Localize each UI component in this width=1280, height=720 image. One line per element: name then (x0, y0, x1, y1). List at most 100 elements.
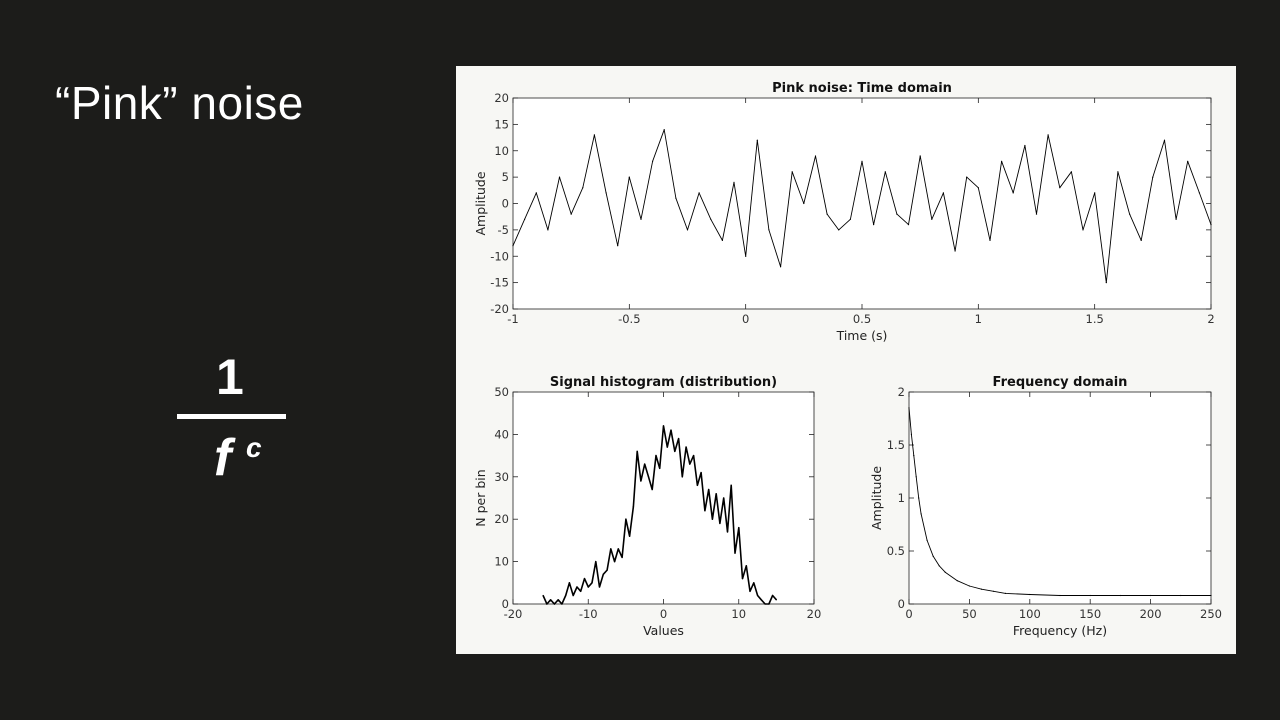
chart2-data-point (546, 603, 548, 605)
chart2-data-point (775, 599, 777, 601)
matlab-figure: -1 -0.5 0 0.5 1 1.5 2 -20 -15 -10 -5 0 5 10 15 20 Pink n… (456, 66, 1236, 654)
chart1-data-point (1105, 282, 1107, 284)
chart3-data-point (1029, 593, 1031, 596)
chart2-data-point (715, 493, 717, 495)
chart2-data-point (595, 561, 597, 563)
chart2-data-point (614, 561, 616, 563)
chart2-data-point (757, 594, 759, 597)
chart3-data-point (1119, 594, 1121, 597)
fraction-bar (177, 414, 286, 419)
chart3-plot-area (908, 391, 1212, 605)
chart2-data-point (659, 467, 661, 469)
chart2-data-point (741, 578, 744, 580)
chart2-data-point (772, 594, 774, 597)
chart2-data-point (708, 488, 710, 491)
chart1-data-point (524, 218, 526, 220)
chart2-data-point (700, 472, 702, 474)
chart2-data-point (629, 535, 631, 537)
chart1-data-point (896, 213, 898, 215)
chart1-data-point (942, 192, 944, 194)
chart1-data-point (745, 255, 747, 257)
chart2-data-point (726, 531, 729, 533)
chart1-data-point (686, 229, 689, 231)
chart1-data-point (791, 171, 793, 173)
chart2-data-point (617, 548, 619, 550)
chart2-data-point (670, 429, 672, 431)
chart3-ylabel: Amplitude (869, 466, 884, 530)
chart1-ytick-label: 20 (494, 91, 509, 105)
chart1-data-point (547, 229, 549, 231)
chart1-data-point (582, 187, 584, 189)
chart1-data-point (675, 197, 677, 199)
chart2-data-point (768, 603, 770, 605)
chart2-data-point (655, 455, 657, 457)
chart1-data-point (698, 192, 700, 194)
chart1-title: Pink noise: Time domain (772, 81, 952, 96)
chart2-data-point (738, 527, 740, 529)
chart1-data-point (977, 187, 979, 189)
chart2-data-point (553, 603, 555, 605)
chart2-data-point (572, 594, 574, 597)
chart3-data-point (1005, 592, 1007, 595)
chart1-data-point (1163, 139, 1166, 141)
chart1-data-point (721, 239, 723, 241)
chart2-data-point (583, 578, 586, 580)
chart1-data-point (617, 245, 619, 247)
chart1-data-point (1082, 229, 1084, 231)
chart1-data-point (593, 134, 595, 136)
chart3-data-point (908, 407, 910, 409)
chart1-xtick-label: 1.5 (1086, 312, 1104, 326)
chart2-data-point (696, 484, 698, 486)
chart3-ytick-label: 1 (898, 491, 905, 505)
chart2-data-point (678, 438, 680, 440)
chart1-data-point (884, 171, 886, 173)
chart3-ytick-label: 0 (898, 597, 905, 611)
chart2-data-point (647, 476, 650, 478)
chart3-data-point (932, 555, 934, 557)
chart3-ytick-label: 1.5 (887, 438, 905, 452)
chart1-data-point (768, 229, 770, 231)
chart3-ytick-label: 0.5 (887, 544, 905, 558)
chart1-data-point (558, 176, 561, 178)
chart3-data-point (920, 513, 922, 515)
chart2-data-point (681, 476, 683, 478)
chart1-ytick-label: -10 (490, 249, 509, 263)
chart1-data-point (966, 176, 968, 178)
chart2-data-point (568, 582, 570, 584)
chart2-title: Signal histogram (distribution) (550, 375, 777, 390)
chart1-ylabel: Amplitude (473, 171, 488, 235)
chart2-data-point (693, 455, 695, 457)
chart2-data-point (557, 599, 559, 601)
chart1-data-point (849, 218, 851, 220)
chart2-ytick-label: 0 (502, 597, 509, 611)
chart3-series-line (908, 407, 1211, 596)
chart2-data-point (610, 548, 612, 550)
chart1-data-point (605, 192, 607, 194)
chart2-data-point (764, 603, 766, 605)
chart3-data-point (1150, 594, 1152, 597)
chart1-xlabel: Time (s) (836, 328, 888, 343)
chart1-data-point (1210, 224, 1212, 226)
chart2-ytick-label: 40 (494, 427, 509, 441)
chart2-data-point (640, 480, 642, 482)
chart3-data-point (1089, 594, 1091, 597)
chart2-data-point (689, 463, 691, 465)
chart1-data-point (873, 224, 875, 226)
chart2-data-point (602, 573, 604, 575)
chart2-data-point (723, 497, 725, 499)
chart2-data-point (719, 522, 721, 524)
chart2-data-point (730, 484, 732, 486)
chart3-xtick-label: 50 (962, 607, 977, 621)
chart3-data-point (1059, 594, 1061, 597)
chart2-data-point (550, 599, 552, 601)
chart1-data-point (512, 245, 514, 247)
chart3-xlabel: Frequency (Hz) (1013, 623, 1107, 638)
chart1-ytick-label: 15 (494, 117, 509, 131)
chart1-data-point (570, 213, 572, 215)
chart1-ytick-label: -5 (498, 223, 509, 237)
chart2-data-point (749, 590, 751, 592)
chart2-xtick-label: -20 (504, 607, 523, 621)
chart1-data-point (733, 181, 735, 183)
chart1-data-point (1152, 176, 1154, 178)
